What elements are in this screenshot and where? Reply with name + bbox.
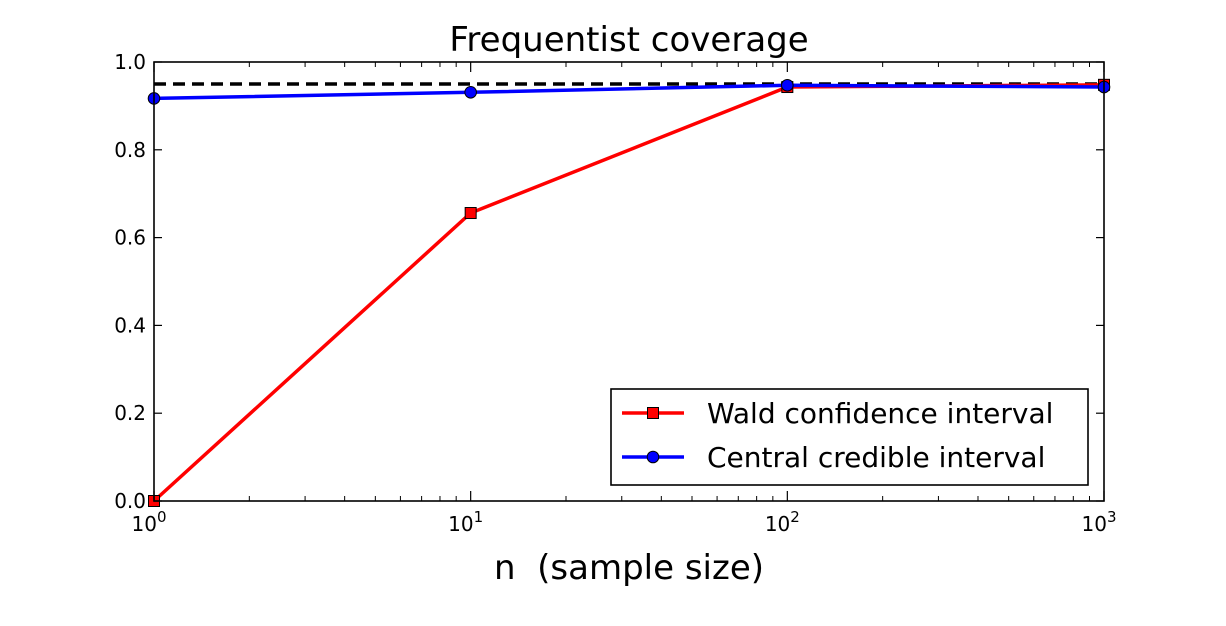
legend-box xyxy=(610,388,1089,486)
y-tick-label: 1.0 xyxy=(114,50,146,74)
legend-marker xyxy=(646,450,660,464)
data-point xyxy=(464,85,477,99)
x-axis-label: n (sample size) xyxy=(494,548,764,588)
data-point xyxy=(464,207,477,220)
series-line xyxy=(153,83,1105,101)
x-tick-label: 101 xyxy=(448,508,483,536)
legend-label: Central credible interval xyxy=(707,441,1045,474)
series-1 xyxy=(147,78,1111,105)
axes-layer: 0.0 0.2 0.4 0.6 0.8 1.0 100 101 102 103 xyxy=(114,50,1116,536)
y-tick-label: 0.8 xyxy=(114,138,146,162)
legend-label: Wald confidence interval xyxy=(707,397,1053,430)
plot-frame xyxy=(153,61,1105,502)
data-point xyxy=(781,78,794,92)
x-tick-label: 100 xyxy=(132,508,167,536)
legend-marker xyxy=(647,407,659,419)
x-tick-label: 102 xyxy=(765,508,800,536)
legend: Wald confidence interval Central credible… xyxy=(610,388,1089,486)
y-tick-label: 0.2 xyxy=(114,401,146,425)
y-tick-label: 0.0 xyxy=(114,489,146,513)
y-tick-label: 0.6 xyxy=(114,226,146,250)
x-tick-label: 103 xyxy=(1082,508,1117,536)
series-layer xyxy=(147,78,1111,507)
y-tick-label: 0.4 xyxy=(114,313,146,337)
chart-title: Frequentist coverage xyxy=(449,20,808,60)
